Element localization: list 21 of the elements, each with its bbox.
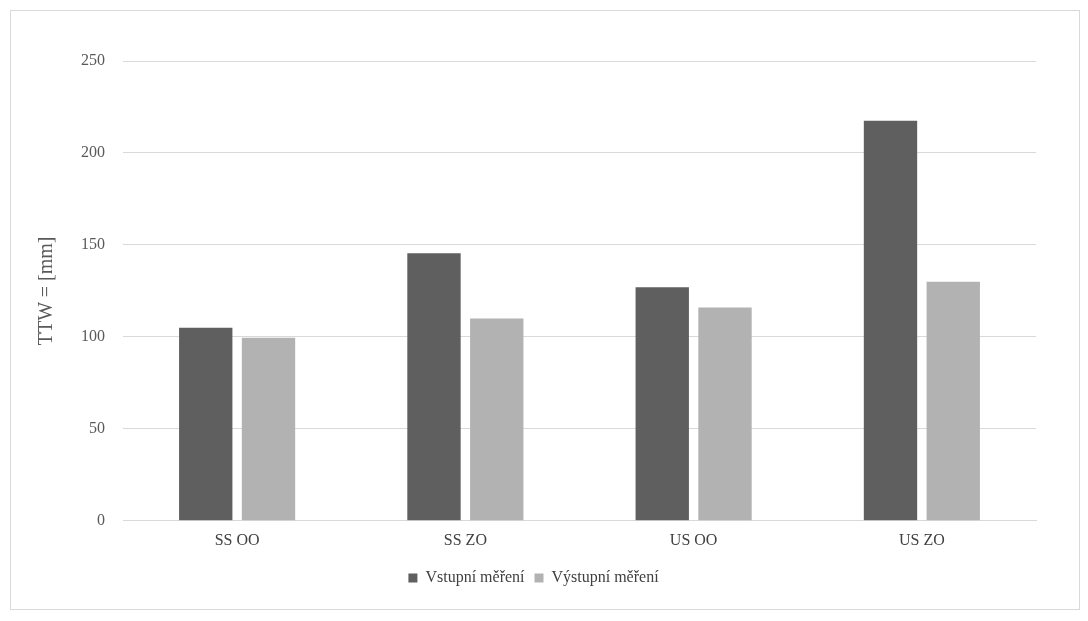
- y-tick-label: 250: [81, 51, 105, 69]
- y-axis-title: TTW = [mm]: [34, 236, 57, 346]
- x-tick-label: SS ZO: [443, 530, 487, 548]
- y-tick-label: 0: [97, 511, 105, 528]
- legend-label: Výstupní měření: [551, 568, 660, 587]
- bar: [863, 120, 918, 521]
- y-tick-label: 150: [81, 235, 105, 253]
- y-tick-label: 100: [81, 327, 105, 345]
- y-tick-label: 50: [89, 419, 105, 437]
- x-tick-label: US ZO: [898, 530, 945, 548]
- x-tick-label: SS OO: [214, 530, 260, 548]
- bar: [179, 327, 233, 521]
- y-tick-label: 200: [81, 143, 105, 161]
- bar: [926, 281, 980, 521]
- bar: [470, 318, 524, 521]
- bar: [635, 287, 689, 521]
- legend-label: Vstupní měření: [425, 568, 526, 587]
- bar: [698, 307, 752, 521]
- x-tick-label: US OO: [669, 530, 718, 548]
- bar: [241, 337, 296, 521]
- bar: [407, 253, 461, 521]
